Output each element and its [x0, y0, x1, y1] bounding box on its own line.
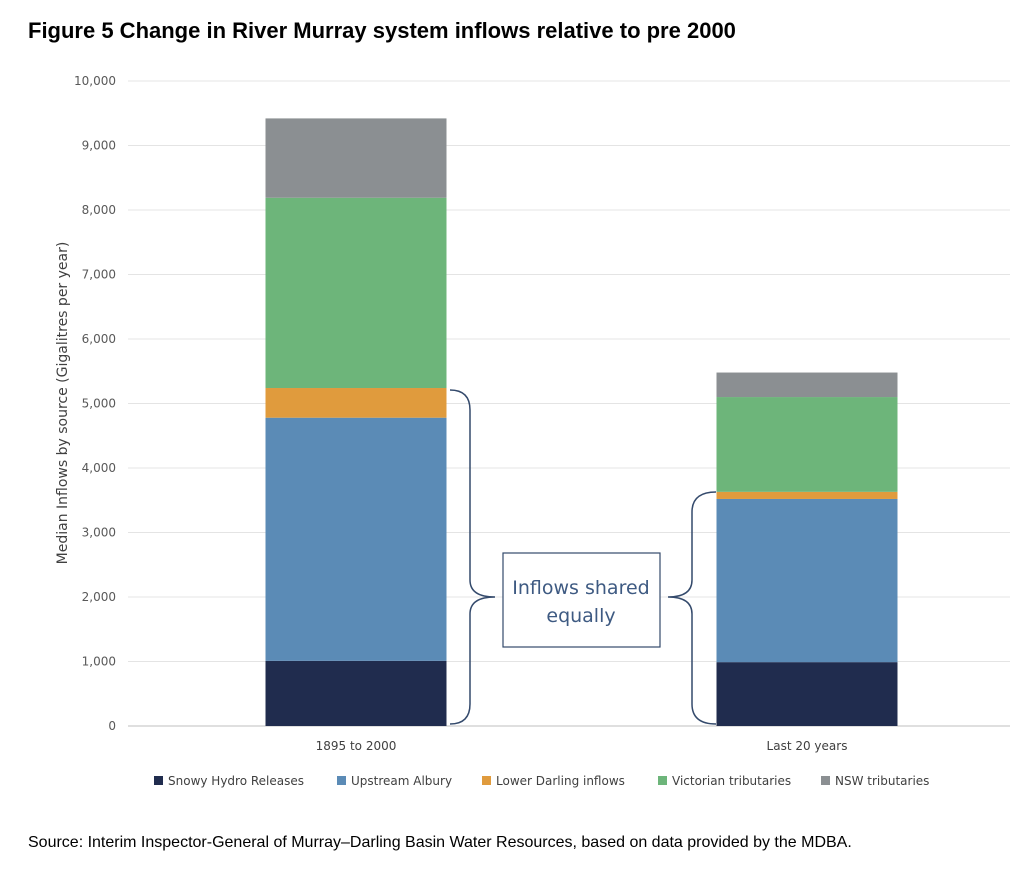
y-tick-label: 10,000: [74, 74, 116, 88]
y-tick-label: 8,000: [82, 203, 116, 217]
bar-segment: [265, 388, 447, 418]
bar-segment: [716, 498, 898, 663]
y-tick-label: 0: [108, 719, 116, 733]
y-tick-label: 6,000: [82, 332, 116, 346]
bars: [265, 118, 898, 726]
annotation-braces: [449, 389, 717, 725]
x-tick-label: Last 20 years: [767, 739, 848, 753]
y-tick-label: 1,000: [82, 655, 116, 669]
bar-segment: [716, 491, 898, 499]
bar-segment: [716, 662, 898, 726]
source-note: Source: Interim Inspector-General of Mur…: [28, 834, 852, 851]
bar-segment: [265, 417, 447, 661]
legend-swatch: [337, 776, 346, 785]
y-tick-label: 4,000: [82, 461, 116, 475]
legend-swatch: [658, 776, 667, 785]
legend-swatch: [154, 776, 163, 785]
bar-segment: [716, 397, 898, 492]
figure-title: Figure 5 Change in River Murray system i…: [28, 18, 736, 43]
y-tick-label: 7,000: [82, 268, 116, 282]
annotation-line-1: Inflows shared: [512, 577, 649, 599]
annotation-box: Inflows shared equally: [502, 552, 661, 648]
legend: Snowy Hydro Releases Upstream Albury Lower…: [154, 774, 929, 788]
legend-swatch: [821, 776, 830, 785]
bar-segment: [265, 118, 447, 198]
legend-label: Snowy Hydro Releases: [168, 774, 304, 788]
bar-segment: [265, 660, 447, 726]
stacked-bar-chart: 0 1,000 2,000 3,000 4,000 5,000 6,000 7,000 8,00…: [55, 74, 1010, 788]
annotation-line-2: equally: [546, 605, 615, 627]
y-tick-label: 5,000: [82, 397, 116, 411]
x-axis-labels: 1895 to 2000 Last 20 years: [316, 739, 848, 753]
right-brace: [667, 491, 717, 725]
legend-label: Upstream Albury: [351, 774, 452, 788]
y-axis-label: Median Inflows by source (Gigalitres per…: [55, 242, 71, 565]
x-tick-label: 1895 to 2000: [316, 739, 397, 753]
bar-segment: [265, 197, 447, 389]
legend-label: Victorian tributaries: [672, 774, 791, 788]
legend-label: NSW tributaries: [835, 774, 929, 788]
y-tick-label: 3,000: [82, 526, 116, 540]
legend-label: Lower Darling inflows: [496, 774, 625, 788]
y-tick-label: 9,000: [82, 139, 116, 153]
bar-segment: [716, 372, 898, 398]
y-axis-ticks: 0 1,000 2,000 3,000 4,000 5,000 6,000 7,000 8,00…: [74, 74, 116, 733]
left-brace: [449, 389, 496, 725]
legend-swatch: [482, 776, 491, 785]
y-tick-label: 2,000: [82, 590, 116, 604]
